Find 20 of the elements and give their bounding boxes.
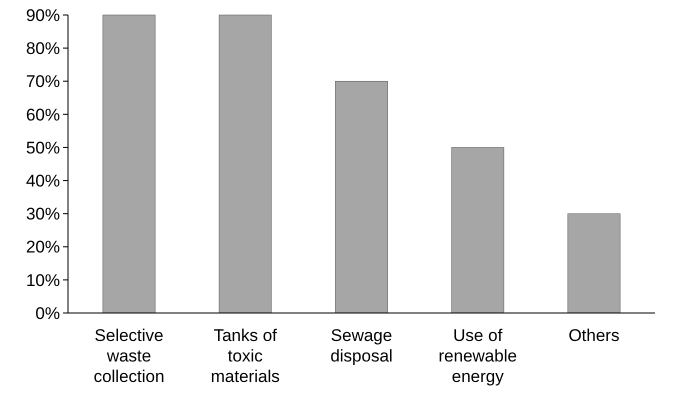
y-tick-label: 20%: [26, 238, 60, 257]
y-tick-label: 10%: [26, 270, 60, 290]
x-tick-label: Selective waste collection: [94, 326, 164, 386]
y-tick-label: 30%: [26, 204, 60, 224]
y-tick-label: 60%: [26, 105, 60, 124]
bar: [102, 14, 156, 314]
y-tick-label: 50%: [26, 138, 60, 158]
bar: [451, 147, 504, 314]
x-tick-label: Use of renewable energy: [438, 326, 517, 386]
bar: [568, 213, 620, 314]
y-tick-label: 90%: [26, 6, 60, 25]
y-tick-label: 80%: [26, 39, 60, 58]
y-tick-label: 0%: [35, 304, 60, 323]
y-tick-label: 70%: [26, 72, 60, 92]
x-tick-label: Tanks of toxic materials: [210, 326, 280, 386]
x-tick-label: Others: [568, 326, 620, 345]
x-tick-label: Sewage disposal: [330, 326, 393, 366]
bar: [335, 80, 388, 314]
y-tick-label: 40%: [26, 172, 60, 191]
bar: [218, 14, 272, 314]
